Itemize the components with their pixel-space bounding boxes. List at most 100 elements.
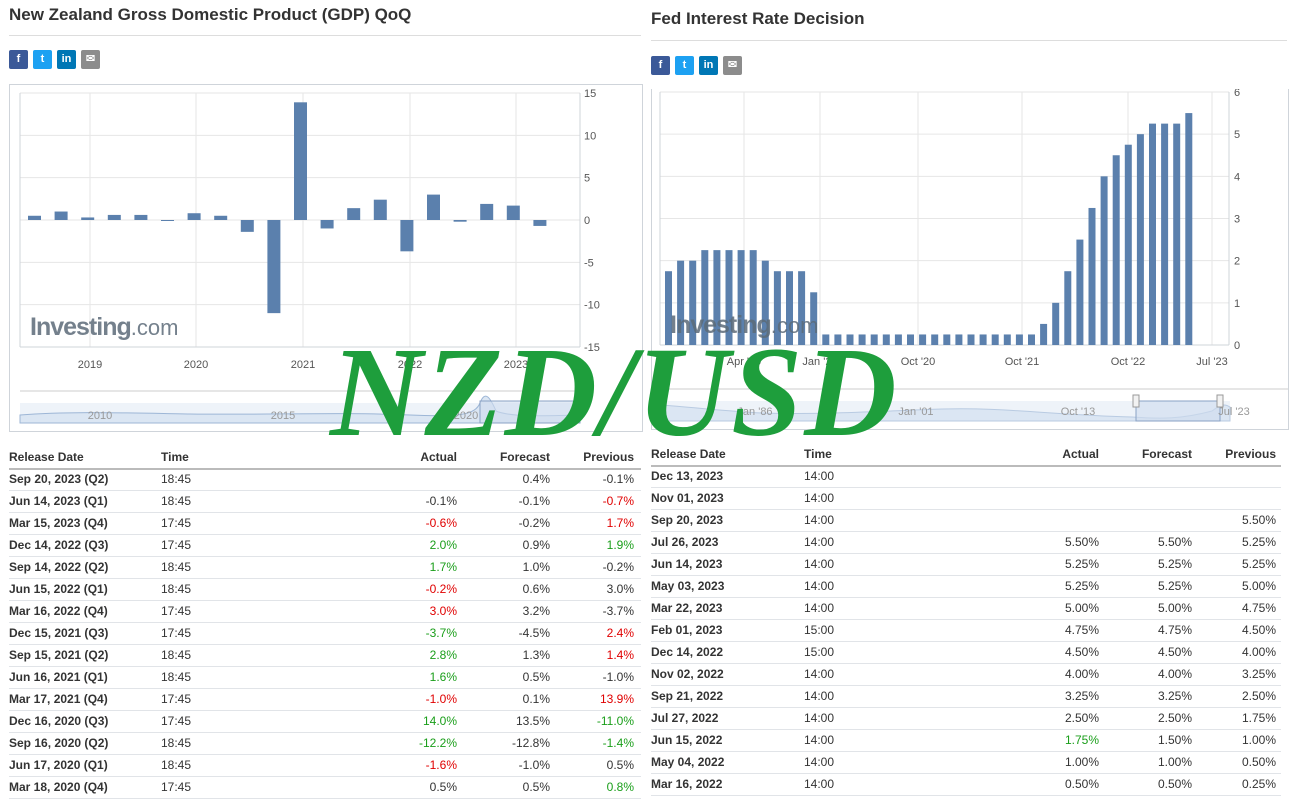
cell-actual: -1.0% [425, 692, 457, 706]
cell-forecast: 0.5% [522, 670, 550, 684]
email-icon[interactable]: ✉ [723, 56, 742, 75]
cell-time: 14:00 [804, 711, 835, 725]
chart-bar [979, 334, 987, 345]
cell-actual: -12.2% [418, 736, 457, 750]
chart-bar [1161, 123, 1169, 345]
navigator-selection [479, 400, 581, 424]
chart-bar [506, 205, 520, 220]
chart-bar [834, 334, 842, 345]
cell-actual: 5.50% [1064, 535, 1099, 549]
chart-bar [81, 217, 95, 220]
cell-actual: -3.7% [425, 626, 457, 640]
cell-previous: 1.00% [1241, 733, 1276, 747]
chart-bar [1052, 302, 1060, 345]
cell-previous: 5.50% [1241, 513, 1276, 527]
twitter-icon[interactable]: t [675, 56, 694, 75]
y-tick-label: -15 [584, 342, 600, 354]
table-row: Jun 14, 2023 (Q1) 18:45 -0.1% -0.1% -0.7% [9, 490, 641, 513]
cell-date: Jun 16, 2021 (Q1) [9, 670, 108, 684]
table-row: May 03, 2023 14:00 5.25% 5.25% 5.00% [651, 575, 1281, 598]
linkedin-icon[interactable]: in [57, 50, 76, 69]
x-tick-label: Oct '21 [1005, 356, 1040, 368]
y-tick-label: 2 [1234, 256, 1240, 268]
cell-forecast: 4.50% [1157, 645, 1192, 659]
cell-date: Nov 01, 2023 [651, 491, 724, 505]
cell-actual: 0.50% [1064, 777, 1099, 791]
cell-forecast: 13.5% [515, 714, 550, 728]
cell-previous: 13.9% [599, 692, 634, 706]
facebook-icon[interactable]: f [9, 50, 28, 69]
cell-time: 14:00 [804, 535, 835, 549]
chart-bar [107, 214, 121, 220]
cell-actual: 5.25% [1064, 557, 1099, 571]
cell-previous: 1.75% [1241, 711, 1276, 725]
table-row: Sep 16, 2020 (Q2) 18:45 -12.2% -12.8% -1.4% [9, 732, 641, 755]
cell-previous: -11.0% [596, 714, 634, 728]
nzd-usd-overlay-text: NZD/USD [330, 321, 899, 463]
table-row: Nov 02, 2022 14:00 4.00% 4.00% 3.25% [651, 663, 1281, 686]
cell-previous: 5.00% [1241, 579, 1276, 593]
cell-previous: 2.50% [1241, 689, 1276, 703]
cell-date: Nov 02, 2022 [651, 667, 724, 681]
cell-forecast: -1.0% [518, 758, 550, 772]
cell-time: 18:45 [161, 494, 192, 508]
table-row: Mar 16, 2022 14:00 0.50% 0.50% 0.25% [651, 773, 1281, 796]
cell-date: Sep 20, 2023 (Q2) [9, 472, 109, 486]
cell-actual: -1.6% [425, 758, 457, 772]
cell-previous: 5.25% [1241, 535, 1276, 549]
chart-bar [749, 250, 757, 345]
chart-bar [54, 211, 68, 220]
chart-bar [689, 260, 697, 345]
cell-forecast: 4.75% [1157, 623, 1192, 637]
chart-bar [1136, 134, 1144, 345]
chart-bar [214, 215, 228, 220]
fed-rate-chart[interactable]: 6 5 4 3 2 1 0 Apr '19 Jan '20 Oct '20 Oct '21 Oct '… [651, 89, 1289, 430]
cell-actual: 2.0% [429, 538, 457, 552]
cell-forecast: 0.9% [522, 538, 550, 552]
cell-time: 18:45 [161, 758, 192, 772]
cell-actual: 4.75% [1064, 623, 1099, 637]
cell-time: 14:00 [804, 557, 835, 571]
y-tick-label: 5 [584, 173, 590, 185]
cell-forecast: 0.5% [522, 780, 550, 794]
cell-time: 17:45 [161, 604, 192, 618]
cell-forecast: 0.1% [522, 692, 550, 706]
linkedin-icon[interactable]: in [699, 56, 718, 75]
table-row: Jun 16, 2021 (Q1) 18:45 1.6% 0.5% -1.0% [9, 666, 641, 689]
twitter-icon[interactable]: t [33, 50, 52, 69]
cell-date: Mar 16, 2022 [651, 777, 723, 791]
table-row: Dec 15, 2021 (Q3) 17:45 -3.7% -4.5% 2.4% [9, 622, 641, 645]
header-previous: Previous [1225, 447, 1276, 461]
cell-time: 18:45 [161, 560, 192, 574]
header-time: Time [161, 450, 189, 464]
navigator-tick-label: 2020 [454, 410, 478, 422]
chart-bar [701, 250, 709, 345]
navigator-selection [1135, 400, 1221, 422]
cell-date: Jun 15, 2022 [651, 733, 723, 747]
cell-actual: 14.0% [422, 714, 457, 728]
cell-time: 15:00 [804, 645, 835, 659]
cell-time: 17:45 [161, 780, 192, 794]
header-time: Time [804, 447, 832, 461]
cell-time: 18:45 [161, 582, 192, 596]
cell-date: Mar 18, 2020 (Q4) [9, 780, 108, 794]
cell-actual: -0.6% [425, 516, 457, 530]
cell-previous: 0.25% [1241, 777, 1276, 791]
navigator-tick-label: Jan '01 [898, 406, 933, 418]
gdp-chart-svg: 15 10 5 0 -5 -10 -15 2019 2020 2021 2022 2023 2010 20… [19, 88, 600, 424]
y-tick-label: 10 [584, 130, 596, 142]
cell-date: Sep 21, 2022 [651, 689, 724, 703]
cell-previous: 5.25% [1241, 557, 1276, 571]
y-tick-label: 3 [1234, 214, 1240, 226]
cell-forecast: 1.3% [522, 648, 550, 662]
cell-actual: 5.00% [1064, 601, 1099, 615]
cell-date: Dec 14, 2022 (Q3) [9, 538, 109, 552]
navigator-tick-label: 2010 [88, 410, 112, 422]
cell-time: 18:45 [161, 472, 192, 486]
cell-previous: 4.50% [1241, 623, 1276, 637]
y-tick-label: 5 [1234, 129, 1240, 141]
email-icon[interactable]: ✉ [81, 50, 100, 69]
cell-forecast: -12.8% [511, 736, 550, 750]
gdp-chart[interactable]: 15 10 5 0 -5 -10 -15 2019 2020 2021 2022 2023 2010 20… [9, 84, 643, 432]
facebook-icon[interactable]: f [651, 56, 670, 75]
